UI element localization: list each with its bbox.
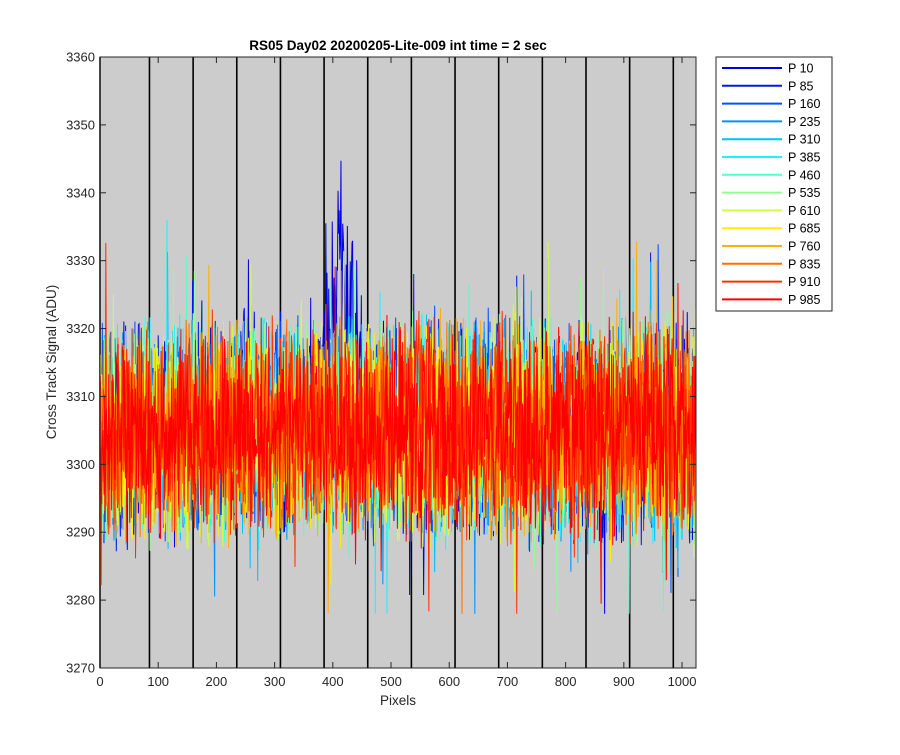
y-tick-label: 3320	[66, 321, 95, 336]
series-lines	[99, 160, 697, 614]
legend-label: P 235	[788, 115, 820, 129]
y-tick-label: 3280	[66, 593, 95, 608]
x-tick-label: 600	[438, 674, 460, 689]
x-tick-label: 300	[264, 674, 286, 689]
y-tick-label: 3300	[66, 457, 95, 472]
x-tick-label: 900	[613, 674, 635, 689]
x-tick-label: 800	[555, 674, 577, 689]
legend-label: P 535	[788, 186, 820, 200]
legend-label: P 160	[788, 97, 820, 111]
legend-box	[715, 56, 833, 312]
y-tick-label: 3340	[66, 185, 95, 200]
legend-label: P 760	[788, 240, 820, 254]
x-axis: 0 100 200 300 400 500 600 700 800 900 1000	[96, 57, 696, 689]
legend-label: P 835	[788, 257, 820, 271]
y-axis: 3270 3280 3290 3300 3310 3320 3330 3340 3350 3360	[66, 50, 696, 676]
y-axis-label: Cross Track Signal (ADU)	[44, 285, 59, 440]
x-tick-label: 0	[96, 674, 103, 689]
plot-frame	[99, 56, 697, 669]
y-tick-label: 3290	[66, 525, 95, 540]
y-tick-label: 3350	[66, 117, 95, 132]
x-tick-label: 200	[206, 674, 228, 689]
series-line-p-985	[99, 266, 697, 604]
y-tick-label: 3330	[66, 253, 95, 268]
legend: P 10 P 85 P 160 P 235 P 310 P 385 P 460 P 535 P …	[715, 56, 833, 312]
legend-label: P 460	[788, 168, 820, 182]
legend-label: P 985	[788, 293, 820, 307]
x-axis-label: Pixels	[380, 693, 416, 708]
x-tick-label: 1000	[668, 674, 697, 689]
x-tick-label: 700	[497, 674, 519, 689]
legend-label: P 310	[788, 133, 820, 147]
y-tick-label: 3270	[66, 661, 95, 676]
x-tick-label: 100	[147, 674, 169, 689]
y-tick-label: 3310	[66, 389, 95, 404]
x-tick-label: 400	[322, 674, 344, 689]
legend-label: P 910	[788, 275, 820, 289]
legend-label: P 85	[788, 79, 814, 93]
y-tick-label: 3360	[66, 50, 95, 65]
chart-title: RS05 Day02 20200205-Lite-009 int time = …	[249, 38, 547, 53]
x-tick-label: 500	[380, 674, 402, 689]
legend-label: P 685	[788, 222, 820, 236]
legend-label: P 610	[788, 204, 820, 218]
legend-label: P 10	[788, 62, 814, 76]
legend-label: P 385	[788, 151, 820, 165]
